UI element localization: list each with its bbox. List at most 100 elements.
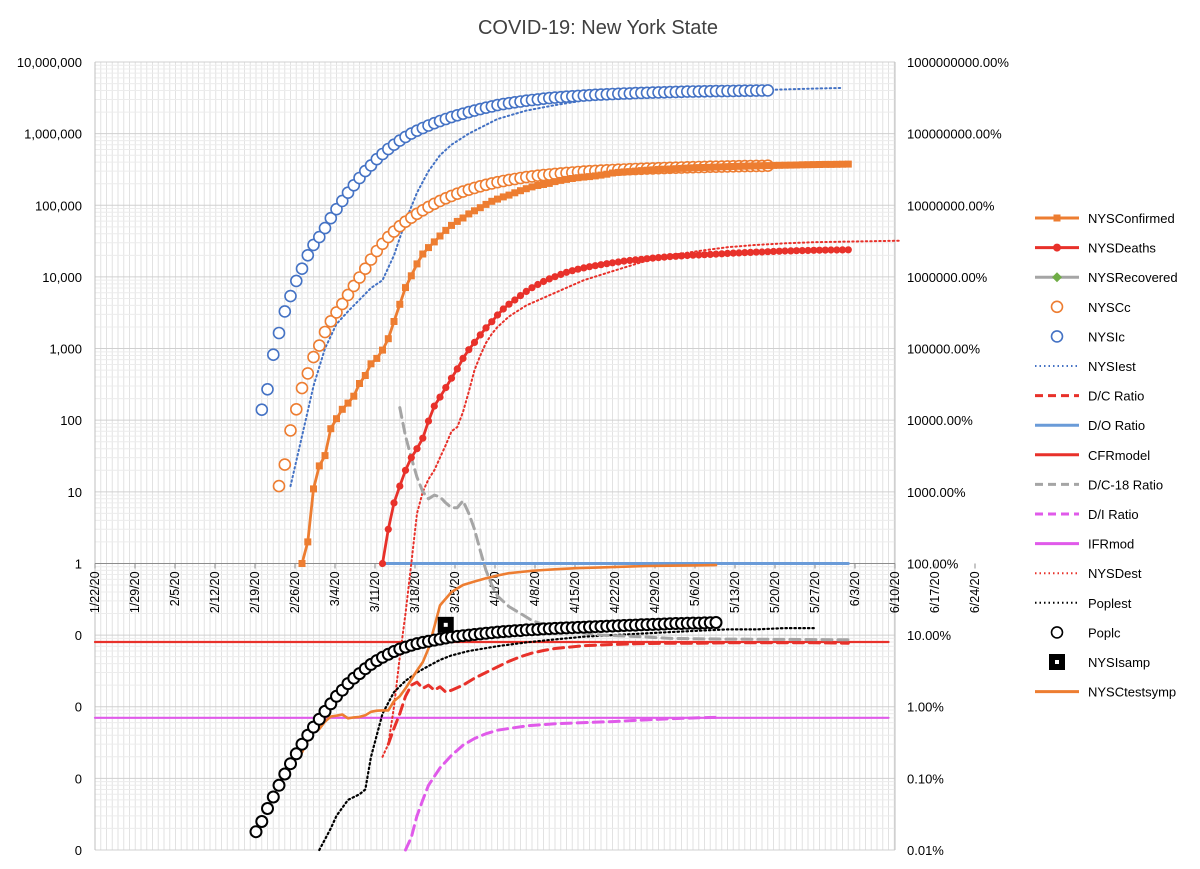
nysconfirmed-point [476,204,484,212]
y2-tick-label: 1000000.00% [907,270,988,285]
legend-label: NYSIc [1088,329,1125,344]
nysdeaths-point [597,261,605,269]
legend-marker [1053,243,1061,252]
nysconfirmed-point [425,244,432,252]
legend-label: NYSIsamp [1088,655,1150,670]
nysconfirmed-point [666,165,674,173]
nysdeaths-point [608,259,617,267]
nysconfirmed-point [626,168,634,176]
nysic-point [324,211,338,225]
nysconfirmed-point [609,169,616,177]
nysdeaths-point [752,248,760,256]
nysdeaths-point [436,393,444,401]
x-tick-label: 6/10/20 [888,571,902,613]
legend-marker-center [1055,660,1059,664]
nysconfirmed-point [706,163,714,171]
nysdeaths-point [769,247,778,256]
legend-item: NYSIc [1050,329,1125,344]
y-tick-label: 100 [60,413,82,428]
legend-item: NYSRecovered [1035,270,1178,285]
nysconfirmed-point [453,217,461,225]
nysdeaths-point [614,258,622,266]
y-tick-label: 10 [68,485,82,500]
nysconfirmed-point [816,161,823,168]
y2-tick-label: 100000000.00% [907,127,1002,142]
nysdeaths-point [654,254,663,262]
nysconfirmed-point [643,166,651,174]
nysdeaths-point [511,296,519,304]
nysconfirmed-point [482,200,490,208]
x-tick-label: 3/18/20 [408,571,422,613]
nysic-point [318,221,332,235]
nysconfirmed-point [741,162,749,170]
y-tick-label: 10,000 [42,270,82,285]
poplc-point [272,778,286,792]
nysic-point [272,326,286,340]
nysconfirmed-point [298,560,306,567]
legend-marker [1050,626,1064,639]
nysconfirmed-point [471,207,478,215]
legend: NYSConfirmed NYSDeaths NYSRecovered NYSCc NY… [1035,211,1178,700]
nysdeaths-point [666,253,674,261]
nysdeaths-point [378,559,387,568]
nysdeaths-point [499,305,507,313]
di-ratio-line [404,715,718,852]
nysdeaths-point [631,256,640,264]
nyscc-point [295,381,309,395]
y-tick-label: 1 [75,556,82,571]
nysdeaths-point [390,499,398,507]
nysconfirmed-point [586,173,593,181]
nysconfirmed-point [511,189,519,197]
legend-item: NYSIest [1035,359,1136,374]
nysconfirmed-point [683,164,691,172]
nysconfirmed-point [344,399,352,407]
y2-tick-label: 0.10% [907,771,944,786]
y-tick-label: 1,000,000 [24,127,82,142]
y2-tick-label: 100.00% [907,556,959,571]
nysconfirmed-point [833,160,841,168]
nysdeaths-point [419,434,427,442]
nysdeaths-point [746,248,755,256]
chart-title: COVID-19: New York State [478,17,718,39]
nysdeaths-point [516,292,525,300]
legend-label: NYSIest [1088,359,1136,374]
nysdeaths-point [470,338,479,346]
nysdeaths-point [683,251,691,260]
nyscc-point [335,297,349,311]
nysdeaths-point [637,255,645,263]
nysdeaths-point [568,267,576,275]
nysdeaths-point [792,247,801,255]
x-tick-label: 5/13/20 [728,571,742,613]
nysdeaths-point [821,246,829,254]
nysconfirmed-point [752,162,760,170]
legend-label: NYSRecovered [1088,270,1178,285]
nysdeaths-point [447,374,456,382]
nysdeaths-point [815,246,824,254]
y2-tick-label: 10000000.00% [907,198,995,213]
nysconfirmed-point [557,176,565,184]
nysconfirmed-point [356,380,363,387]
nysconfirmed-point [540,181,547,188]
nysconfirmed-point [793,161,800,169]
nysdeaths-point [758,248,766,256]
poplc-point [266,790,280,804]
nyscc-point [307,350,320,364]
poplc-point [255,815,269,828]
poplc-point [709,616,723,629]
y-tick-label: 0 [75,843,82,858]
nyscc-point [284,424,297,437]
nysic-point [761,84,775,97]
nysconfirmed-point [488,197,496,205]
x-tick-label: 6/3/20 [848,571,862,606]
legend-item: NYSCc [1050,300,1131,315]
nysdeaths-point [505,300,513,308]
nysconfirmed-point [821,160,829,168]
y2-tick-label: 1.00% [907,700,944,715]
nysdeaths-point [712,250,720,258]
nysconfirmed-point [827,160,835,168]
nysdeaths-point [528,284,536,292]
nysdeaths-point [660,253,668,261]
nysconfirmed-point [568,175,576,182]
